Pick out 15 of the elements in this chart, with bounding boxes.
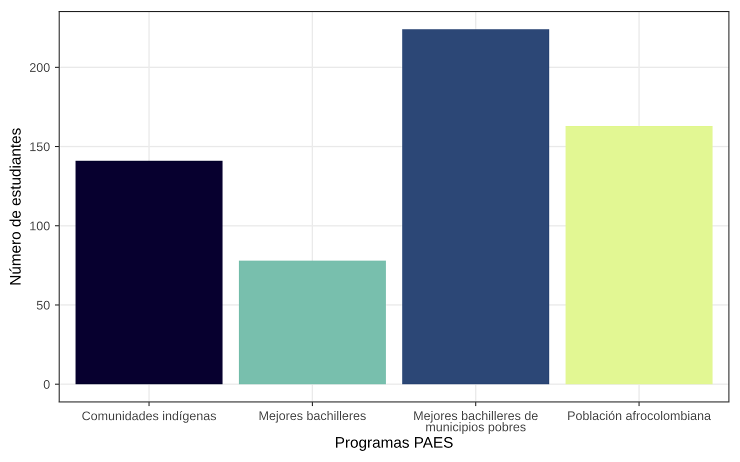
bar (566, 126, 713, 384)
bar (402, 29, 550, 384)
x-tick-label: Mejores bachilleres de municipios pobres (414, 410, 538, 434)
x-axis-title: Programas PAES (336, 437, 453, 451)
y-tick-label: 0 (44, 380, 50, 389)
y-tick-label: 200 (30, 63, 50, 72)
x-tick-label: Mejores bachilleres (260, 410, 366, 423)
y-axis-title: Número de estudiantes (9, 128, 21, 284)
y-tick-label: 150 (30, 142, 50, 152)
x-tick-label: Población afrocolombiana (568, 410, 711, 420)
bar (238, 260, 386, 384)
y-tick-label: 100 (30, 222, 50, 230)
y-tick-label: 50 (36, 300, 50, 310)
bar (76, 160, 223, 384)
x-tick-label: Comunidades indígenas (82, 410, 216, 423)
